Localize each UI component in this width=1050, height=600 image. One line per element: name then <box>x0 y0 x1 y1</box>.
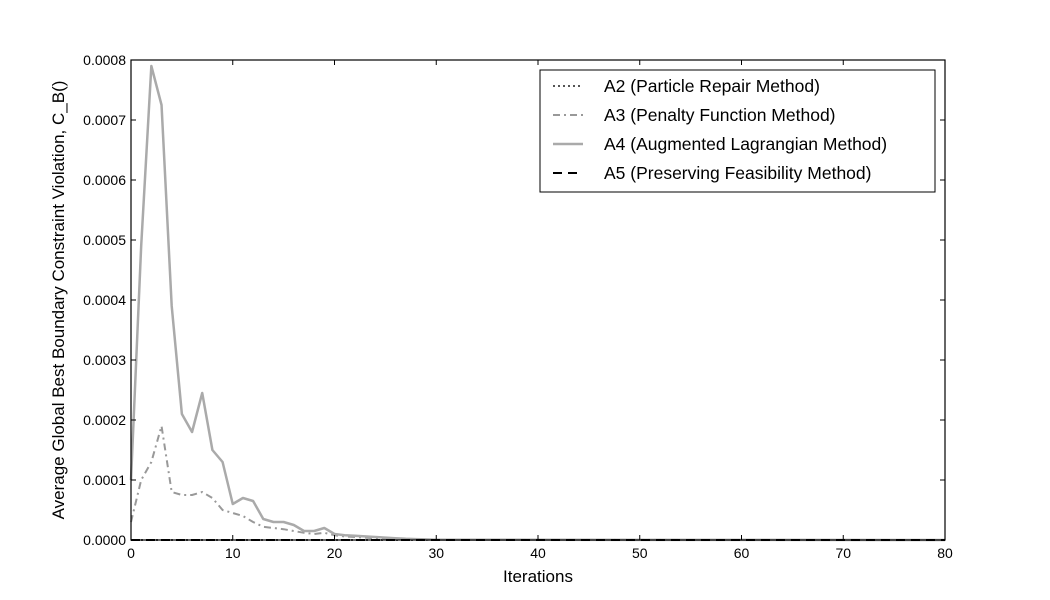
y-tick-label: 0.0000 <box>83 532 126 548</box>
y-tick-label: 0.0002 <box>83 412 126 428</box>
x-tick-label: 80 <box>937 545 953 561</box>
legend-label-2: A3 (Penalty Function Method) <box>604 105 836 125</box>
x-tick-label: 20 <box>327 545 343 561</box>
legend: A2 (Particle Repair Method) A3 (Penalty F… <box>539 69 936 193</box>
x-tick-label: 30 <box>428 545 444 561</box>
series-line-3 <box>129 64 946 542</box>
y-tick-label: 0.0001 <box>83 472 126 488</box>
x-tick-label: 50 <box>632 545 648 561</box>
x-tick-label: 40 <box>530 545 546 561</box>
x-tick-label: 10 <box>225 545 241 561</box>
y-tick-label: 0.0003 <box>83 352 126 368</box>
legend-label-3: A4 (Augmented Lagrangian Method) <box>604 134 887 154</box>
y-tick-label: 0.0007 <box>83 112 126 128</box>
series-line-2 <box>130 425 946 541</box>
x-axis-title: Iterations <box>503 567 573 586</box>
y-tick-label: 0.0008 <box>83 52 126 68</box>
y-tick-label: 0.0004 <box>83 292 126 308</box>
y-axis-title: Average Global Best Boundary Constraint … <box>49 81 68 520</box>
legend-items: A2 (Particle Repair Method) A3 (Penalty F… <box>553 76 887 183</box>
legend-label-4: A5 (Preserving Feasibility Method) <box>604 163 871 183</box>
x-tick-label: 60 <box>734 545 750 561</box>
ticks-layer: 0 10 20 30 40 50 60 70 80 0.0000 0.0001 0.0002 0.000… <box>83 52 953 561</box>
x-tick-label: 0 <box>127 545 135 561</box>
y-tick-label: 0.0005 <box>83 232 126 248</box>
y-tick-label: 0.0006 <box>83 172 126 188</box>
legend-label-1: A2 (Particle Repair Method) <box>604 76 820 96</box>
x-tick-label: 70 <box>835 545 851 561</box>
legend-frame <box>539 69 936 193</box>
